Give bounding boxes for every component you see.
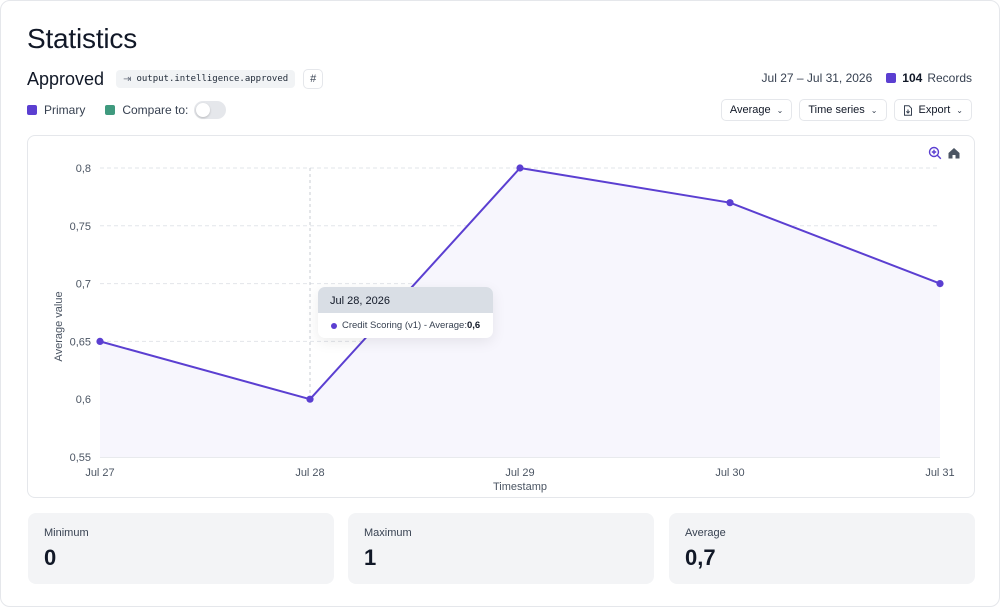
aggregation-select[interactable]: Average ⌄: [720, 99, 793, 121]
view-select[interactable]: Time series ⌄: [799, 99, 887, 121]
tooltip-row: Credit Scoring (v1) - Average: 0,6: [318, 313, 493, 338]
stat-value: 0,7: [685, 545, 716, 570]
chart-container: 0,55 0,6 0,65 0,7 0,75 0,8 Jul 27 Jul 28 Jul 29 J…: [27, 135, 975, 498]
stat-average: Average 0,7: [669, 513, 975, 584]
date-range: Jul 27 – Jul 31, 2026: [761, 71, 873, 85]
data-point: [306, 395, 314, 403]
source-chip[interactable]: ⇥ output.intelligence.approved: [116, 70, 296, 88]
legend-primary[interactable]: Primary: [44, 103, 86, 117]
legend: Primary Compare to:: [27, 100, 227, 120]
page-title: Statistics: [27, 23, 138, 54]
view-label: Time series: [808, 104, 865, 116]
metric-header: Approved ⇥ output.intelligence.approved …: [27, 67, 324, 91]
records-count: 104: [902, 71, 923, 85]
compare-swatch: [105, 105, 116, 115]
export-button[interactable]: Export ⌄: [893, 99, 972, 121]
chart-tooltip: Jul 28, 2026 Credit Scoring (v1) - Avera…: [318, 287, 493, 338]
y-tick-label: 0,65: [70, 336, 91, 348]
toggle-knob: [196, 103, 211, 117]
data-point: [516, 164, 524, 172]
stat-label: Maximum: [364, 527, 412, 539]
stat-maximum: Maximum 1: [348, 513, 654, 584]
stat-value: 1: [364, 545, 377, 570]
y-tick-label: 0,55: [70, 452, 91, 464]
source-chip-label: output.intelligence.approved: [136, 74, 289, 84]
chart-controls: Average ⌄ Time series ⌄ Export ⌄: [720, 99, 972, 121]
tooltip-title: Jul 28, 2026: [318, 287, 493, 313]
records-label: Records: [927, 71, 972, 85]
chevron-down-icon: ⌄: [776, 105, 784, 115]
home-icon[interactable]: [947, 146, 961, 160]
hash-button[interactable]: #: [303, 69, 324, 89]
export-label: Export: [918, 104, 951, 116]
records-swatch: [886, 73, 897, 83]
legend-compare-label: Compare to:: [122, 103, 189, 117]
data-point: [936, 280, 944, 288]
line-chart[interactable]: 0,55 0,6 0,65 0,7 0,75 0,8 Jul 27 Jul 28 Jul 29 J…: [28, 136, 974, 497]
zoom-in-icon[interactable]: [928, 146, 942, 160]
x-axis-label: Timestamp: [493, 481, 547, 493]
x-tick-label: Jul 31: [925, 467, 954, 479]
metric-name: Approved: [27, 68, 105, 89]
export-file-icon: [903, 104, 912, 116]
y-tick-label: 0,8: [76, 163, 91, 175]
stat-label: Minimum: [44, 527, 89, 539]
data-point: [726, 199, 734, 207]
stat-value: 0: [44, 545, 57, 570]
tooltip-value: 0,6: [466, 320, 481, 331]
stat-label: Average: [685, 527, 726, 539]
y-tick-label: 0,6: [76, 394, 91, 406]
compare-toggle[interactable]: [194, 101, 227, 119]
chevron-down-icon: ⌄: [870, 105, 878, 115]
data-point: [96, 337, 104, 345]
x-tick-label: Jul 27: [85, 467, 114, 479]
stat-minimum: Minimum 0: [28, 513, 334, 584]
x-tick-label: Jul 30: [715, 467, 744, 479]
primary-swatch: [27, 105, 37, 115]
tooltip-series-dot: [331, 322, 337, 329]
y-tick-label: 0,75: [70, 221, 91, 233]
aggregation-label: Average: [729, 104, 771, 116]
y-tick-label: 0,7: [76, 279, 91, 291]
chevron-down-icon: ⌄: [956, 105, 963, 115]
series-area: [100, 168, 940, 457]
x-tick-label: Jul 28: [295, 467, 324, 479]
tooltip-series-label: Credit Scoring (v1) - Average:: [342, 320, 467, 331]
summary: Jul 27 – Jul 31, 2026 104 Records: [762, 71, 972, 85]
y-axis-label: Average value: [53, 291, 65, 361]
x-tick-label: Jul 29: [505, 467, 534, 479]
arrow-right-from-bracket-icon: ⇥: [123, 73, 132, 85]
